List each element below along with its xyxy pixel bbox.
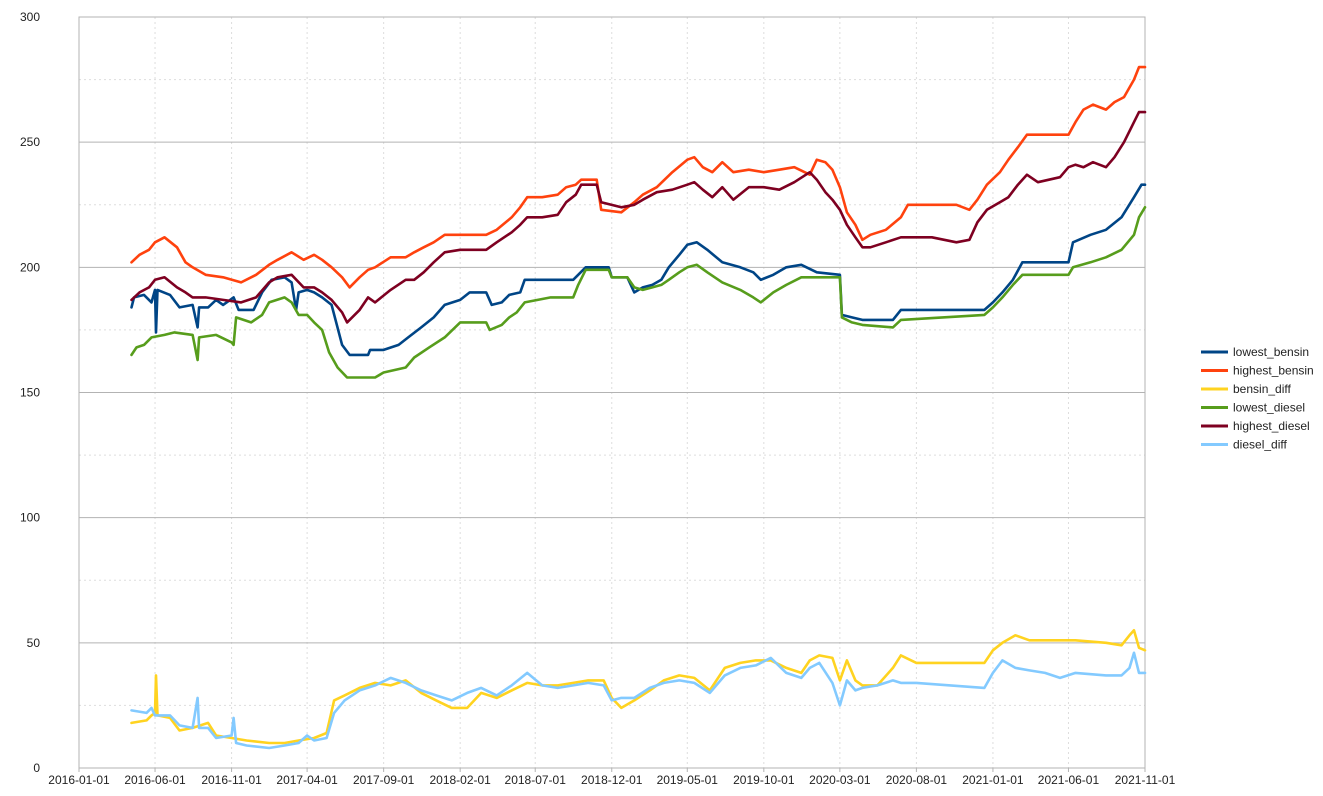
- x-tick-label: 2016-01-01: [48, 773, 110, 787]
- x-tick-label: 2018-02-01: [429, 773, 491, 787]
- x-tick-label: 2021-11-01: [1115, 773, 1176, 787]
- x-tick-label: 2019-05-01: [657, 773, 719, 787]
- legend-label: diesel_diff: [1233, 438, 1287, 452]
- legend-label: highest_bensin: [1233, 364, 1314, 378]
- y-tick-label: 0: [33, 761, 40, 775]
- legend-item-highest_diesel: highest_diesel: [1201, 419, 1310, 433]
- y-tick-label: 300: [20, 10, 40, 24]
- legend-item-lowest_diesel: lowest_diesel: [1201, 401, 1305, 415]
- x-tick-label: 2016-11-01: [201, 773, 262, 787]
- x-tick-label: 2017-09-01: [353, 773, 415, 787]
- series-lines: [130, 65, 1147, 750]
- x-tick-label: 2020-08-01: [886, 773, 948, 787]
- series-line-diesel_diff: [130, 651, 1147, 750]
- legend-item-highest_bensin: highest_bensin: [1201, 364, 1314, 378]
- x-tick-label: 2017-04-01: [276, 773, 338, 787]
- x-tick-label: 2018-07-01: [505, 773, 567, 787]
- y-tick-label: 50: [27, 636, 41, 650]
- legend-item-bensin_diff: bensin_diff: [1201, 382, 1291, 396]
- x-tick-label: 2020-03-01: [809, 773, 871, 787]
- x-tick-label: 2018-12-01: [581, 773, 643, 787]
- legend-item-lowest_bensin: lowest_bensin: [1201, 345, 1309, 359]
- y-tick-label: 100: [20, 511, 40, 525]
- series-line-highest_diesel: [130, 110, 1147, 324]
- x-tick-label: 2019-10-01: [733, 773, 795, 787]
- legend-item-diesel_diff: diesel_diff: [1201, 438, 1287, 452]
- x-tick-label: 2016-06-01: [124, 773, 186, 787]
- x-tick-label: 2021-06-01: [1038, 773, 1100, 787]
- series-line-bensin_diff: [130, 629, 1147, 745]
- y-tick-label: 200: [20, 260, 40, 274]
- legend: lowest_bensin highest_bensin bensin_difflo…: [1201, 345, 1314, 452]
- y-axis-tick-labels: 0 50 100 150 200 250 300: [20, 10, 40, 775]
- y-tick-label: 150: [20, 386, 40, 400]
- legend-label: lowest_bensin: [1233, 345, 1309, 359]
- legend-label: lowest_diesel: [1233, 401, 1305, 415]
- x-tick-label: 2021-01-01: [962, 773, 1024, 787]
- series-line-highest_bensin: [130, 65, 1147, 289]
- legend-label: bensin_diff: [1233, 382, 1291, 396]
- series-line-lowest_diesel: [130, 206, 1147, 379]
- y-tick-label: 250: [20, 135, 40, 149]
- x-axis-tick-labels: 2016-01-01 2016-06-01 2016-11-01 2017-04-01…: [48, 768, 1176, 787]
- legend-label: highest_diesel: [1233, 419, 1310, 433]
